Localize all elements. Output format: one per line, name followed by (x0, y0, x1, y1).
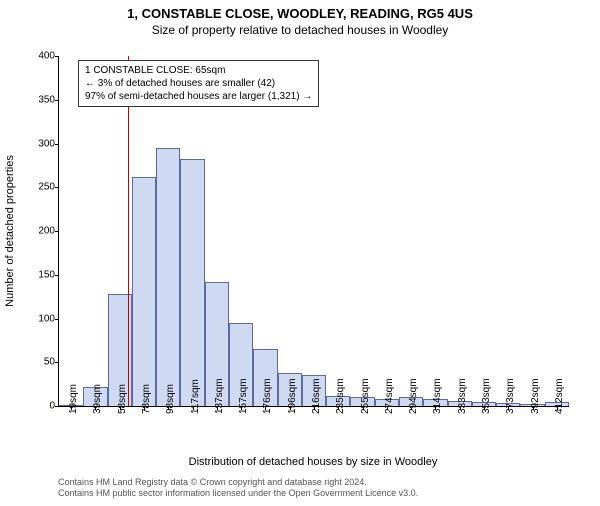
x-tick-label: 117sqm (190, 379, 201, 414)
x-tick-label: 353sqm (481, 378, 492, 414)
x-tick-mark (460, 406, 461, 410)
footer-line1: Contains HM Land Registry data © Crown c… (58, 477, 418, 489)
y-tick-mark (55, 144, 59, 145)
y-tick-label: 350 (31, 94, 55, 105)
y-tick-label: 400 (31, 51, 55, 62)
x-tick-label: 216sqm (311, 378, 322, 414)
x-tick-mark (241, 406, 242, 410)
annotation-line1: 1 CONSTABLE CLOSE: 65sqm (85, 64, 312, 77)
footer-line2: Contains HM public sector information li… (58, 488, 418, 500)
y-tick-mark (55, 362, 59, 363)
x-tick-mark (71, 406, 72, 410)
x-tick-label: 392sqm (530, 378, 541, 414)
x-tick-label: 373sqm (505, 378, 516, 414)
y-tick-label: 100 (31, 313, 55, 324)
y-axis-label: Number of detached properties (4, 155, 16, 307)
x-tick-label: 78sqm (141, 384, 152, 414)
x-tick-mark (484, 406, 485, 410)
x-tick-label: 294sqm (408, 378, 419, 414)
x-tick-mark (557, 406, 558, 410)
y-tick-mark (55, 406, 59, 407)
y-tick-label: 50 (31, 357, 55, 368)
histogram-bar (156, 148, 180, 406)
x-tick-mark (435, 406, 436, 410)
x-tick-mark (363, 406, 364, 410)
footer-attribution: Contains HM Land Registry data © Crown c… (58, 477, 418, 500)
x-tick-label: 137sqm (214, 378, 225, 414)
y-tick-mark (55, 275, 59, 276)
x-tick-label: 19sqm (68, 384, 79, 414)
y-tick-mark (55, 319, 59, 320)
x-tick-mark (168, 406, 169, 410)
property-marker-line (128, 56, 129, 406)
x-tick-mark (95, 406, 96, 410)
annotation-line2: ← 3% of detached houses are smaller (42) (85, 77, 312, 90)
x-tick-label: 274sqm (384, 378, 395, 414)
x-tick-mark (314, 406, 315, 410)
histogram-bar (132, 177, 156, 406)
x-tick-mark (387, 406, 388, 410)
chart-container: 1, CONSTABLE CLOSE, WOODLEY, READING, RG… (0, 6, 600, 506)
x-tick-label: 176sqm (262, 378, 273, 414)
annotation-box: 1 CONSTABLE CLOSE: 65sqm ← 3% of detache… (78, 60, 319, 107)
x-tick-label: 98sqm (165, 384, 176, 414)
y-tick-mark (55, 56, 59, 57)
y-tick-label: 300 (31, 138, 55, 149)
y-tick-label: 200 (31, 226, 55, 237)
x-axis-label: Distribution of detached houses by size … (189, 456, 438, 468)
x-tick-label: 157sqm (238, 378, 249, 414)
y-tick-mark (55, 231, 59, 232)
x-tick-mark (290, 406, 291, 410)
title-address: 1, CONSTABLE CLOSE, WOODLEY, READING, RG… (0, 6, 600, 21)
annotation-line3: 97% of semi-detached houses are larger (… (85, 90, 312, 103)
y-tick-label: 250 (31, 182, 55, 193)
x-tick-label: 314sqm (432, 378, 443, 414)
x-tick-mark (265, 406, 266, 410)
y-tick-label: 0 (31, 401, 55, 412)
x-tick-label: 255sqm (360, 378, 371, 414)
y-tick-label: 150 (31, 269, 55, 280)
histogram-bar (180, 159, 204, 406)
y-tick-mark (55, 100, 59, 101)
plot-area: 05010015020025030035040019sqm39sqm58sqm7… (58, 56, 569, 407)
chart-area: Number of detached properties 0501001502… (58, 56, 568, 406)
x-tick-label: 58sqm (117, 384, 128, 414)
x-tick-label: 235sqm (335, 378, 346, 414)
x-tick-mark (533, 406, 534, 410)
x-tick-mark (120, 406, 121, 410)
y-tick-mark (55, 187, 59, 188)
x-tick-mark (508, 406, 509, 410)
x-tick-label: 39sqm (92, 384, 103, 414)
x-tick-mark (217, 406, 218, 410)
x-tick-mark (411, 406, 412, 410)
x-tick-label: 333sqm (457, 378, 468, 414)
x-tick-mark (193, 406, 194, 410)
x-tick-mark (338, 406, 339, 410)
x-tick-label: 196sqm (287, 378, 298, 414)
x-tick-label: 412sqm (554, 378, 565, 414)
title-subtitle: Size of property relative to detached ho… (0, 23, 600, 37)
x-tick-mark (144, 406, 145, 410)
